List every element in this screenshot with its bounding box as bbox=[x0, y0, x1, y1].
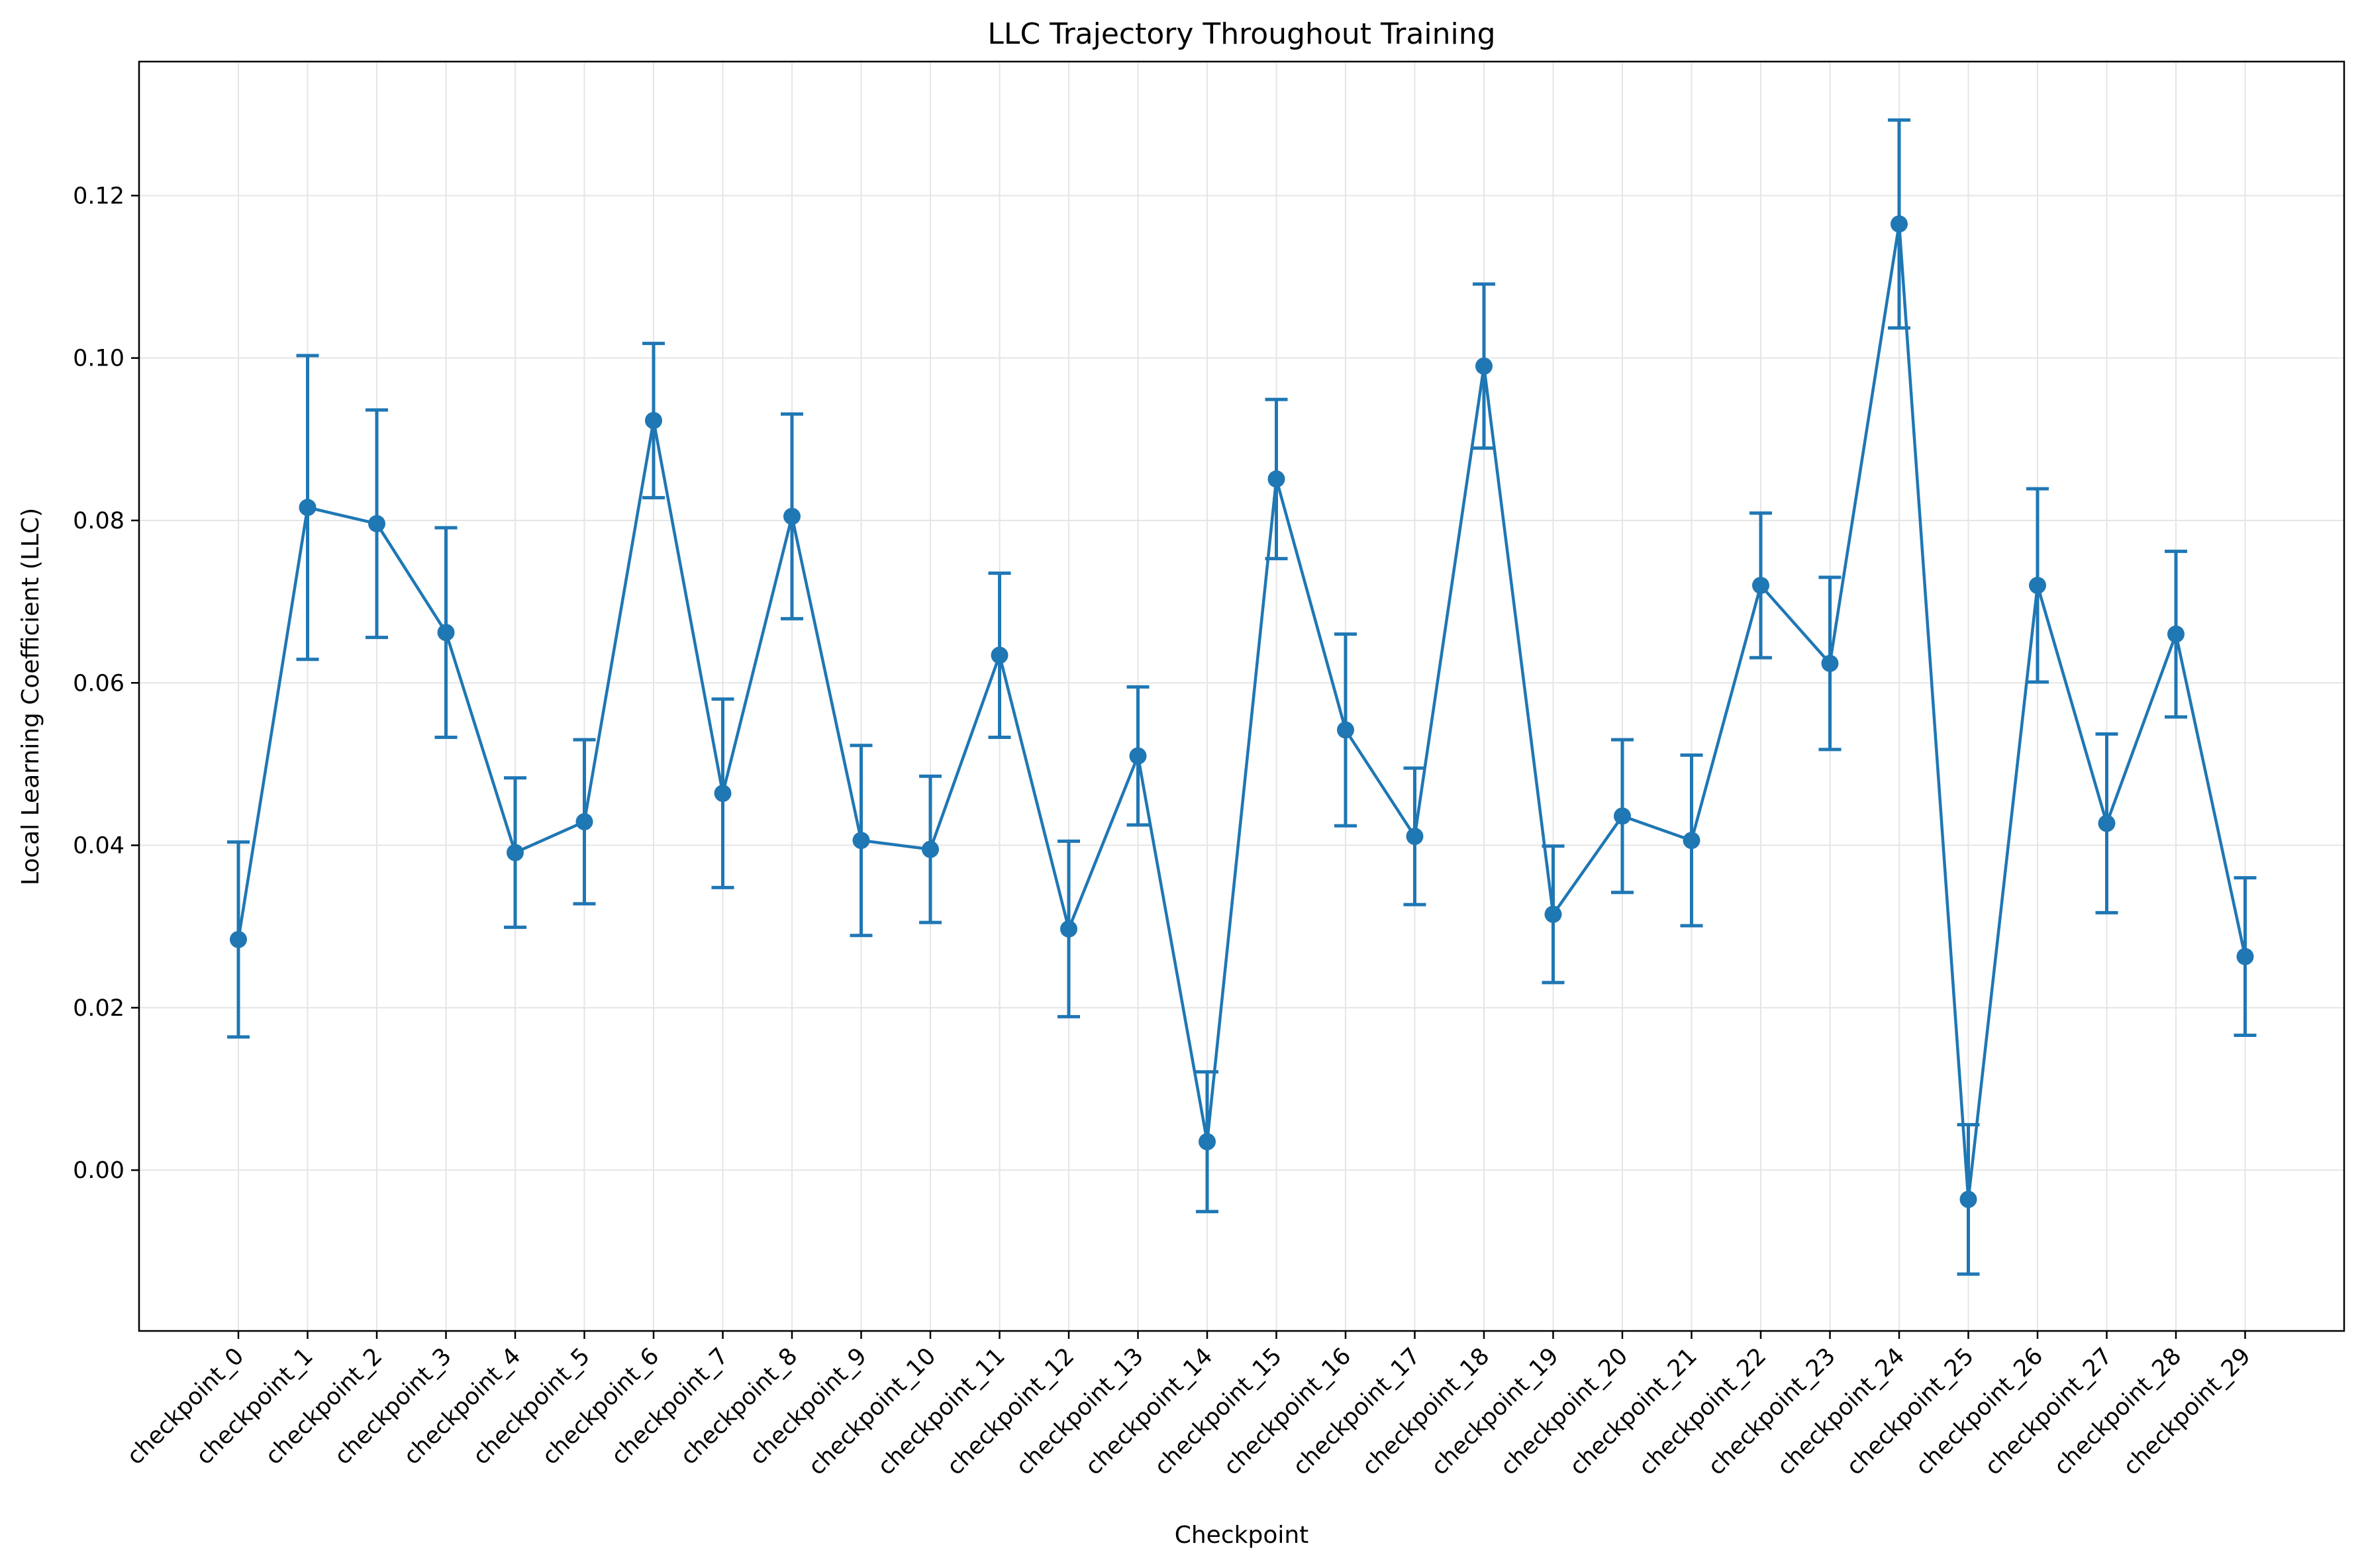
data-point bbox=[783, 507, 801, 525]
data-point bbox=[991, 646, 1009, 664]
data-point bbox=[1129, 747, 1147, 765]
y-axis-label: Local Learning Coefficient (LLC) bbox=[17, 508, 44, 885]
data-point bbox=[1821, 654, 1839, 672]
data-point bbox=[1544, 905, 1562, 923]
data-point bbox=[1614, 807, 1631, 825]
data-point bbox=[575, 812, 593, 830]
y-tick-label: 0.04 bbox=[73, 833, 124, 859]
data-point bbox=[645, 412, 662, 430]
plot-data bbox=[227, 118, 2257, 1276]
data-point bbox=[1199, 1133, 1216, 1151]
data-point bbox=[922, 840, 939, 858]
chart-title: LLC Trajectory Throughout Training bbox=[987, 17, 1495, 51]
data-point bbox=[852, 832, 870, 850]
data-point bbox=[714, 785, 732, 803]
data-point bbox=[507, 844, 524, 861]
axes-frame bbox=[138, 60, 2345, 1332]
data-point bbox=[2029, 577, 2046, 595]
data-point bbox=[368, 514, 385, 532]
data-point bbox=[2236, 948, 2254, 965]
x-axis-label: Checkpoint bbox=[1175, 1522, 1309, 1549]
data-point bbox=[1891, 215, 1908, 233]
data-point bbox=[1475, 357, 1493, 375]
y-tick-label: 0.12 bbox=[73, 183, 124, 209]
data-point bbox=[1060, 920, 1077, 938]
data-point bbox=[230, 930, 247, 948]
y-tick-label: 0.08 bbox=[73, 508, 124, 534]
y-tick-label: 0.10 bbox=[73, 346, 124, 372]
data-point bbox=[1683, 832, 1700, 850]
series-line bbox=[236, 222, 2247, 1201]
data-point bbox=[299, 499, 317, 516]
data-point bbox=[437, 624, 455, 642]
data-point bbox=[1337, 721, 1354, 739]
data-point bbox=[1267, 470, 1285, 488]
data-point bbox=[1752, 577, 1769, 595]
y-tick-label: 0.02 bbox=[73, 995, 124, 1022]
data-point bbox=[1959, 1191, 1977, 1208]
data-point bbox=[2098, 814, 2116, 832]
y-tick-label: 0.00 bbox=[73, 1157, 124, 1184]
data-point bbox=[2167, 625, 2185, 643]
data-point bbox=[1406, 828, 1424, 846]
y-tick-label: 0.06 bbox=[73, 670, 124, 697]
